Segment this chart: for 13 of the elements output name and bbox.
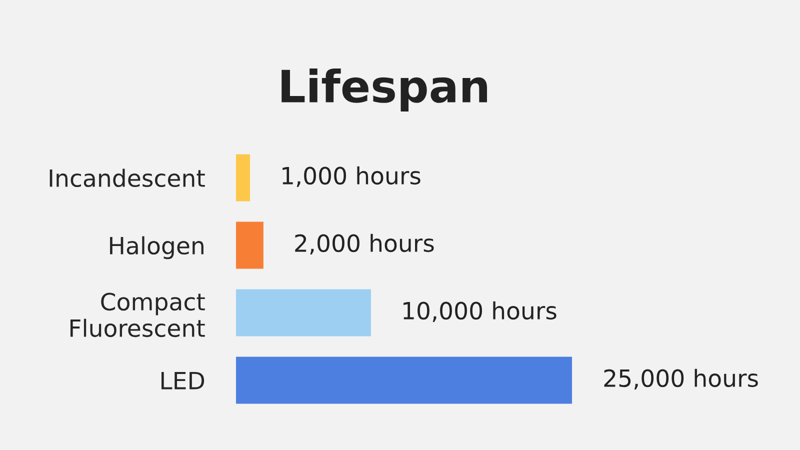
bar <box>236 356 572 404</box>
chart-title: Lifespan <box>282 68 487 112</box>
y-tick-label: Halogen <box>110 236 204 260</box>
bar <box>236 222 264 269</box>
bar <box>236 289 371 336</box>
y-tick-label: LED <box>162 372 204 390</box>
bar <box>236 154 250 202</box>
data-label: 10,000 hours <box>404 301 556 322</box>
y-tick-label: Incandescent <box>50 168 205 188</box>
data-label: 1,000 hours <box>282 166 420 188</box>
y-tick-label: Compact Fluorescent <box>70 292 205 338</box>
data-label: 2,000 hours <box>295 234 434 255</box>
data-label: 25,000 hours <box>604 368 758 390</box>
